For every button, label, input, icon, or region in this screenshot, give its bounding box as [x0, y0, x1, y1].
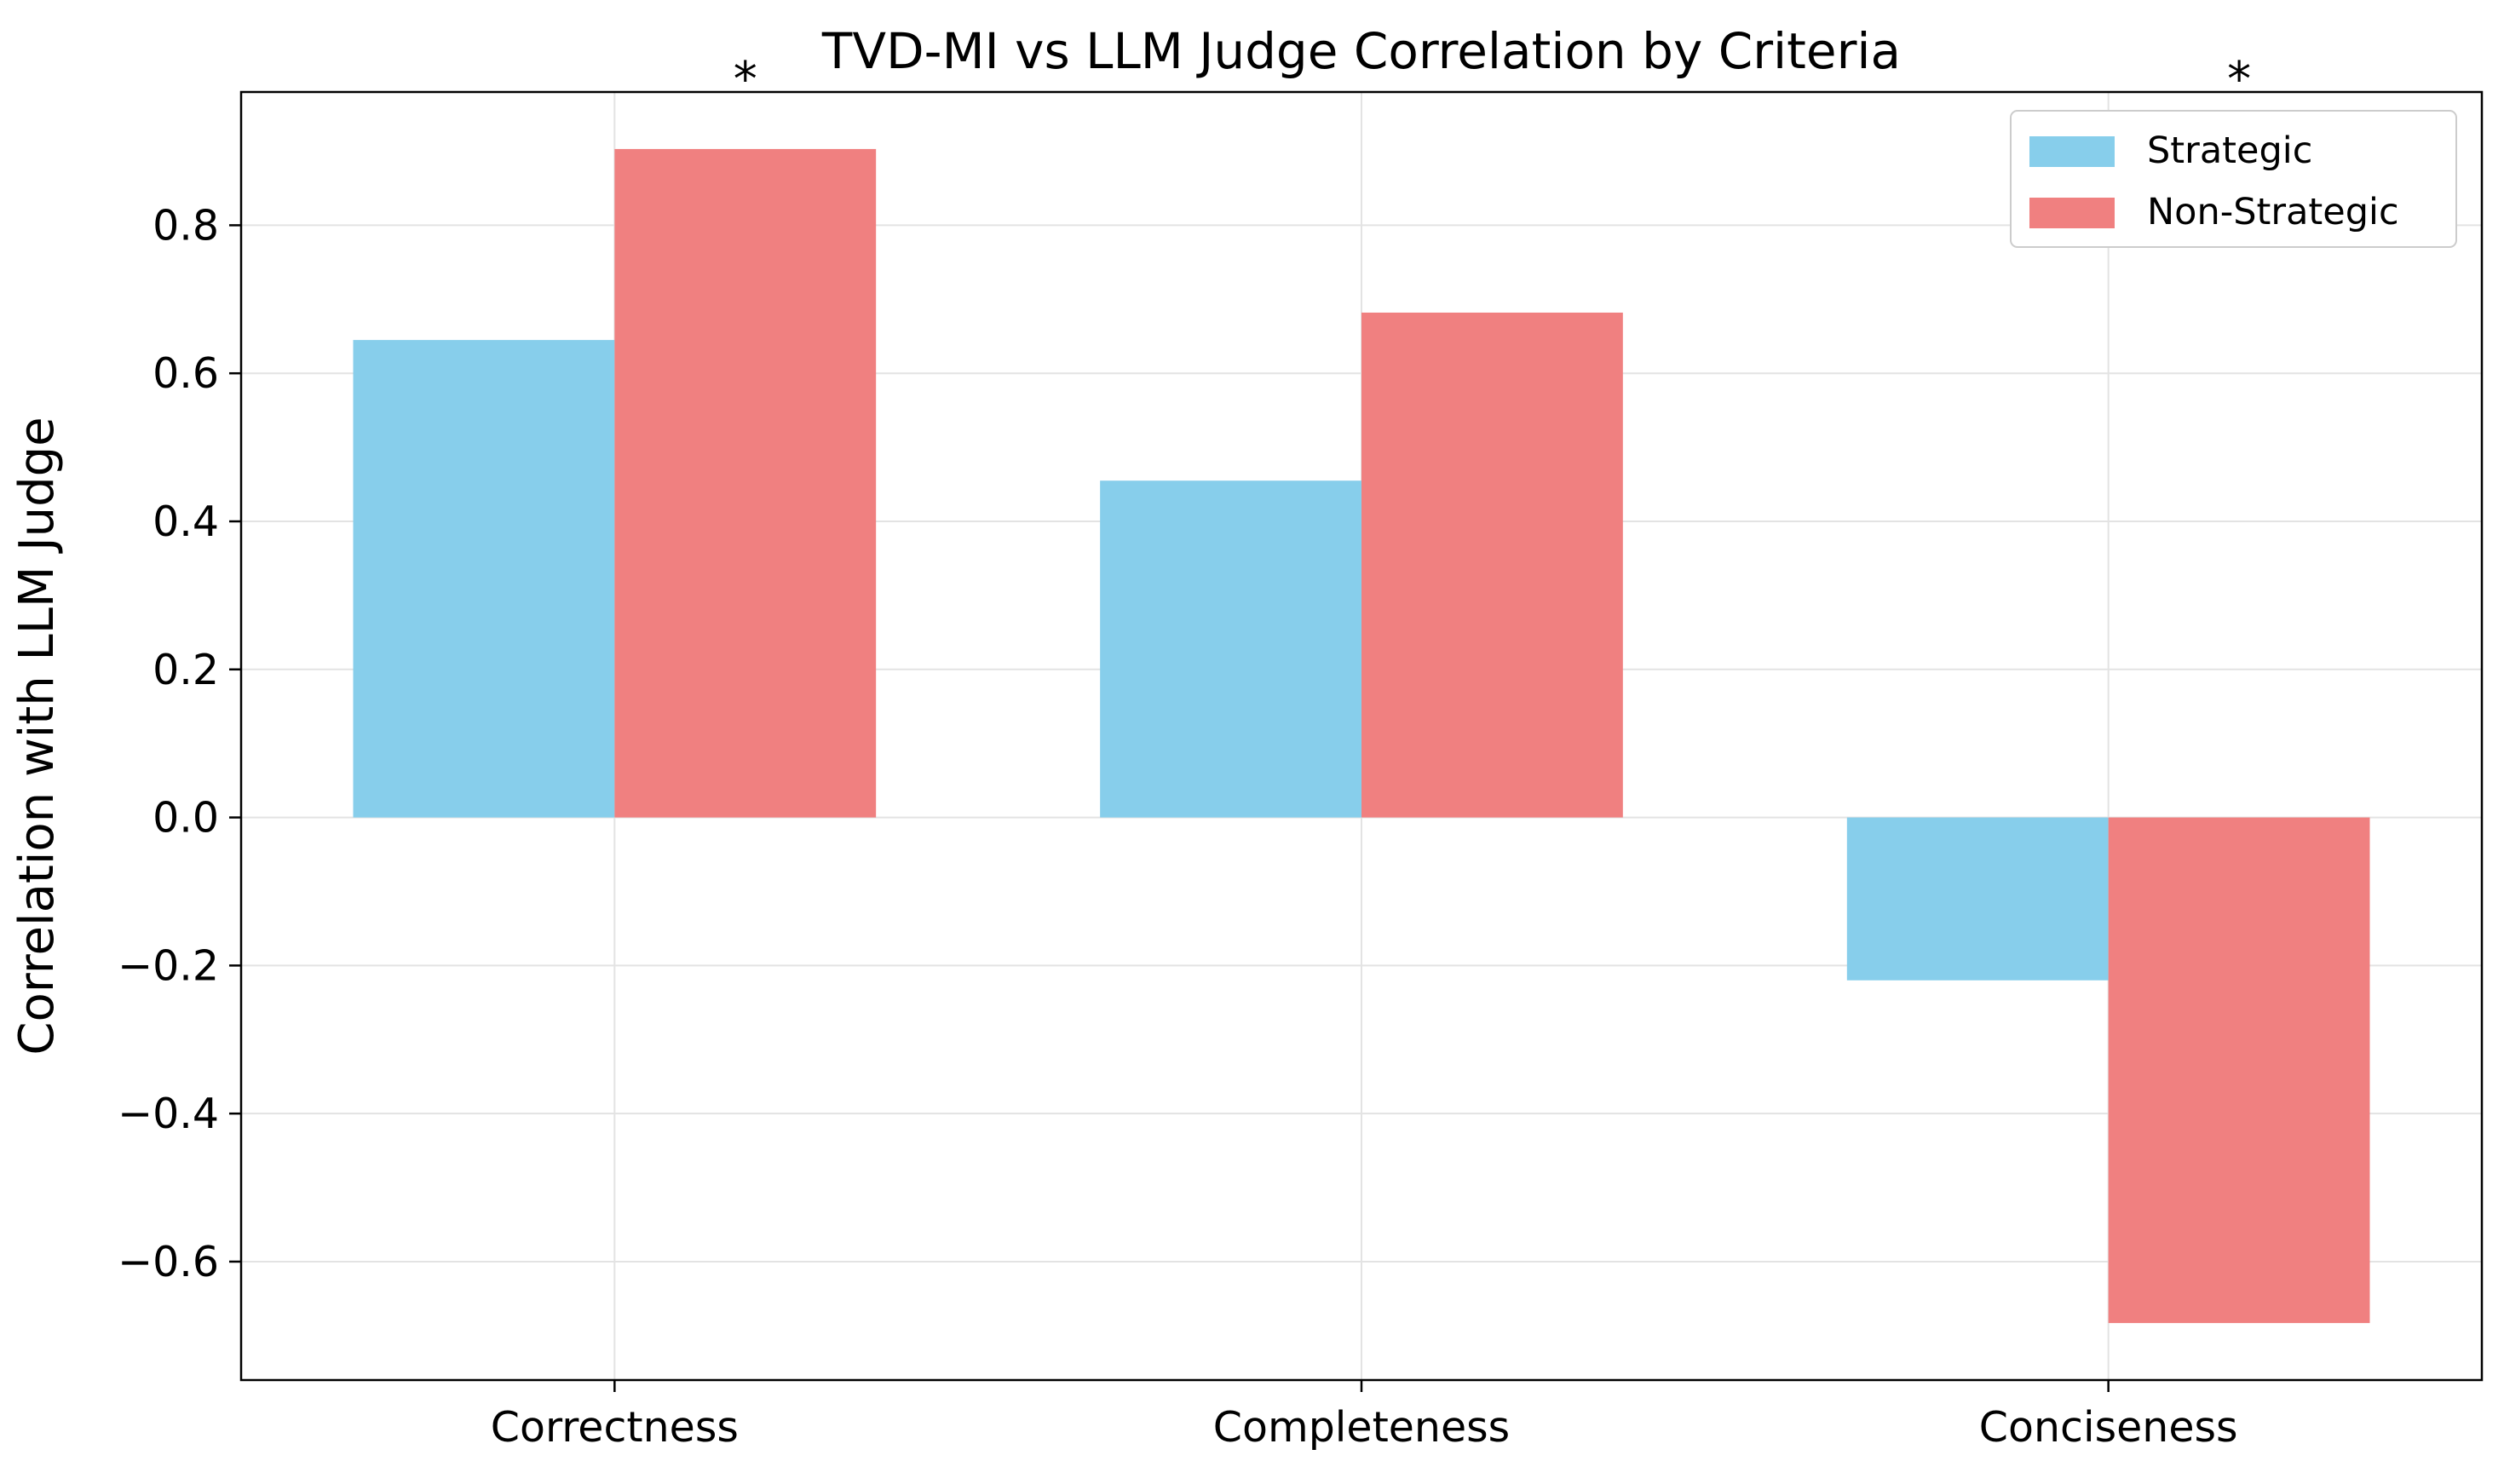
- legend: Strategic Non-Strategic: [2010, 110, 2457, 248]
- y-tick-label: 0.0: [153, 794, 219, 843]
- legend-swatch-strategic: [2029, 136, 2115, 167]
- x-tick-label: Correctness: [491, 1403, 739, 1452]
- bar-non-strategic-conciseness: [2108, 817, 2370, 1324]
- legend-label: Strategic: [2147, 129, 2312, 172]
- y-tick-label: −0.4: [118, 1090, 219, 1138]
- x-tick-label: Completeness: [1213, 1403, 1510, 1452]
- bar-non-strategic-completeness: [1361, 312, 1623, 818]
- bar-strategic-completeness: [1100, 480, 1361, 818]
- chart-title: TVD-MI vs LLM Judge Correlation by Crite…: [821, 22, 1901, 80]
- bar-strategic-correctness: [353, 340, 615, 818]
- x-tick-label: Conciseness: [1979, 1403, 2238, 1452]
- y-axis-label: Correlation with LLM Judge: [9, 417, 65, 1055]
- y-tick-label: −0.2: [118, 941, 219, 990]
- x-axis: Correctness Completeness Conciseness: [491, 1380, 2238, 1452]
- bar-strategic-conciseness: [1846, 817, 2109, 981]
- bars-layer: [353, 148, 2370, 1324]
- legend-label: Non-Strategic: [2147, 191, 2399, 233]
- bar-non-strategic-correctness: [614, 148, 877, 818]
- significance-marker: *: [734, 52, 757, 107]
- y-tick-label: 0.4: [153, 498, 219, 546]
- legend-box: [2010, 110, 2457, 248]
- y-tick-label: 0.8: [153, 201, 219, 250]
- y-tick-label: −0.6: [118, 1238, 219, 1286]
- y-tick-label: 0.6: [153, 349, 219, 398]
- significance-marker: *: [2227, 52, 2251, 107]
- y-tick-label: 0.2: [153, 646, 219, 694]
- annotations: * *: [734, 52, 2251, 107]
- legend-swatch-non-strategic: [2029, 198, 2115, 228]
- y-axis: −0.6 −0.4 −0.2 0.0 0.2 0.4 0.6 0.8: [118, 201, 241, 1286]
